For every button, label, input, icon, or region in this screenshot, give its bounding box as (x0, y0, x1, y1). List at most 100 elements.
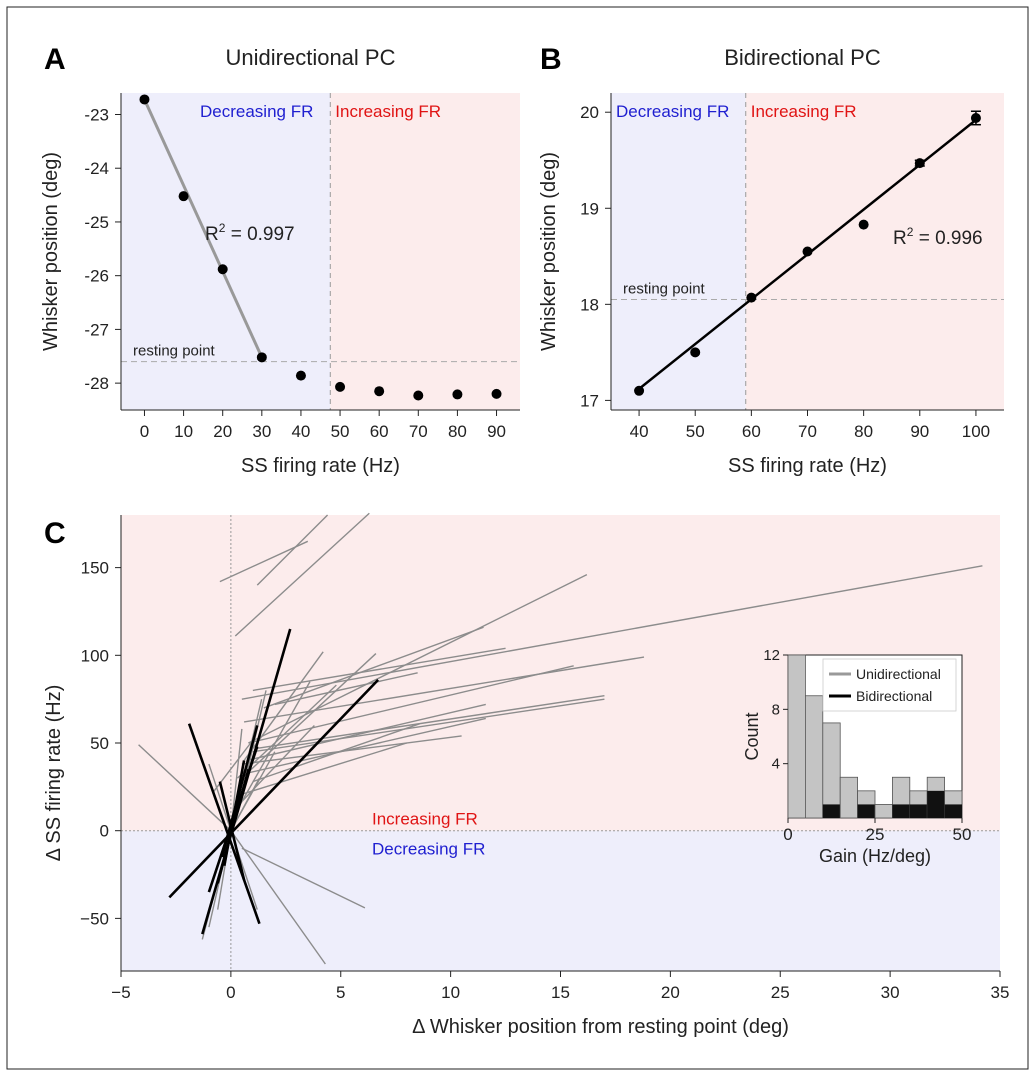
decreasing-label: Decreasing FR (200, 102, 313, 121)
data-point (295, 370, 306, 381)
unidirectional-line (241, 565, 983, 700)
data-point (256, 352, 267, 363)
inset-bar-bidirectional (892, 804, 910, 818)
y-tick-label: -23 (84, 105, 109, 124)
inset-bar-unidirectional (787, 654, 806, 819)
x-tick-label: 10 (441, 983, 460, 1002)
data-point (746, 292, 757, 303)
x-tick-label: 30 (881, 983, 900, 1002)
x-tick-label: 0 (140, 422, 149, 441)
increasing-label: Increasing FR (372, 810, 478, 829)
unidirectional-line (208, 763, 232, 831)
unidirectional-line (230, 830, 326, 965)
unidirectional-line (246, 703, 486, 762)
inset-y-tick-label: 4 (772, 756, 780, 773)
unidirectional-line (243, 656, 645, 723)
inset-histogram: 0 25 50 4 8 12 Gain (Hz/deg) Count Unidirectiona… (742, 647, 971, 866)
inset-legend: Unidirectional Bidirectional (822, 658, 957, 712)
x-tick-label: 60 (370, 422, 389, 441)
x-tick-label: 50 (686, 422, 705, 441)
y-tick-label: -28 (84, 374, 109, 393)
data-point (802, 246, 813, 257)
x-tick-label: 15 (551, 983, 570, 1002)
r-squared-exponent: 2 (219, 221, 226, 235)
x-axis-label: Δ Whisker position from resting point (d… (412, 1016, 789, 1038)
decreasing-region (121, 93, 331, 410)
data-point (858, 219, 869, 230)
data-point (914, 158, 925, 169)
x-tick-label: 90 (910, 422, 929, 441)
unidirectional-line (236, 724, 315, 807)
unidirectional-line (252, 698, 605, 753)
y-tick-label: 100 (81, 646, 109, 665)
panel-a: 0 10 20 30 40 50 60 70 80 90 -28 -27 -26 -25 -24 -23 Uni… (40, 43, 520, 477)
y-tick-label: -26 (84, 267, 109, 286)
x-tick-label: 70 (409, 422, 428, 441)
increasing-region (330, 93, 520, 410)
unidirectional-line (234, 512, 370, 637)
panel-letter: A (44, 43, 66, 76)
x-tick-label: 80 (854, 422, 873, 441)
panel-title: Unidirectional PC (226, 45, 396, 70)
unidirectional-line (236, 684, 337, 779)
inset-x-tick-label: 0 (783, 825, 792, 844)
figure-border (6, 6, 1029, 1070)
data-point (335, 381, 346, 392)
inset-y-tick-label: 8 (772, 701, 780, 718)
y-tick-label: 18 (580, 295, 599, 314)
inset-y-tick-label: 12 (763, 647, 780, 664)
inset-bar-bidirectional (909, 804, 928, 818)
decreasing-label: Decreasing FR (372, 840, 485, 859)
y-tick-label: -24 (84, 159, 109, 178)
resting-point-label: resting point (623, 281, 706, 298)
x-tick-label: 50 (331, 422, 350, 441)
inset-y-axis-label: Count (742, 712, 762, 760)
unidirectional-line (237, 742, 407, 797)
inset-bar-unidirectional (874, 804, 893, 819)
inset-bar-unidirectional (839, 776, 859, 819)
inset-bar-bidirectional (857, 804, 875, 818)
inset-x-tick-label: 50 (953, 825, 972, 844)
x-tick-label: 10 (174, 422, 193, 441)
data-point (178, 191, 189, 202)
unidirectional-line (256, 514, 329, 586)
data-point (139, 94, 150, 105)
inset-bar-bidirectional (944, 804, 962, 818)
panel-letter: B (540, 43, 562, 76)
resting-point-label: resting point (133, 343, 216, 360)
panel-letter: C (44, 517, 66, 550)
x-tick-label: 20 (661, 983, 680, 1002)
inset-bar-bidirectional (822, 804, 841, 818)
unidirectional-line (241, 735, 462, 765)
legend-label: Unidirectional (856, 666, 941, 682)
x-axis-label: SS firing rate (Hz) (728, 455, 887, 477)
bidirectional-line (218, 781, 246, 881)
y-axis-label: Whisker position (deg) (40, 152, 62, 351)
y-tick-label: 20 (580, 103, 599, 122)
data-point (690, 347, 701, 358)
x-tick-label: 25 (771, 983, 790, 1002)
y-axis-label: Whisker position (deg) (538, 152, 560, 351)
y-tick-label: 17 (580, 391, 599, 410)
y-tick-label: -27 (84, 320, 109, 339)
x-tick-label: 40 (291, 422, 310, 441)
unidirectional-line (241, 653, 377, 779)
x-tick-label: 30 (252, 422, 271, 441)
r-squared-value: = 0.997 (225, 224, 294, 245)
x-tick-label: 5 (336, 983, 345, 1002)
bidirectional-line (168, 678, 380, 899)
x-tick-label: −5 (111, 983, 130, 1002)
r-squared-symbol: R (893, 228, 907, 249)
unidirectional-line (234, 681, 311, 814)
data-point (374, 386, 385, 397)
unidirectional-line (248, 717, 486, 774)
x-tick-label: 80 (448, 422, 467, 441)
increasing-label: Increasing FR (335, 102, 441, 121)
x-axis-label: SS firing rate (Hz) (241, 455, 400, 477)
unidirectional-line (263, 626, 484, 709)
r-squared-exponent: 2 (907, 225, 914, 239)
unidirectional-line (274, 672, 418, 706)
y-axis-label: Δ SS firing rate (Hz) (43, 685, 65, 862)
